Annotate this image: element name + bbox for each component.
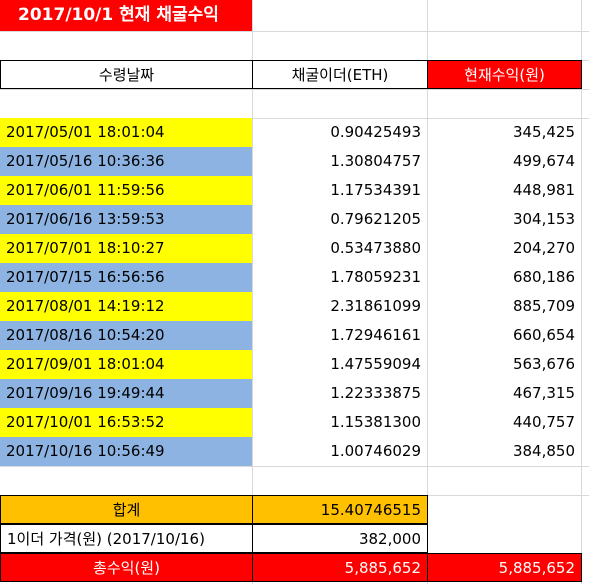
header-date[interactable]: 수령날짜 xyxy=(0,60,253,89)
row-eth[interactable]: 1.78059231 xyxy=(330,268,421,286)
profit-label[interactable]: 총수익(원) xyxy=(0,553,253,582)
row-value[interactable]: 885,709 xyxy=(512,297,575,315)
row-eth[interactable]: 1.17534391 xyxy=(330,181,421,199)
row-date[interactable]: 2017/09/16 19:49:44 xyxy=(0,379,252,408)
row-date[interactable]: 2017/05/01 18:01:04 xyxy=(0,118,252,147)
sheet-title[interactable]: 2017/10/1 현재 채굴수익 xyxy=(0,0,252,31)
row-value[interactable]: 204,270 xyxy=(512,239,575,257)
total-label[interactable]: 합계 xyxy=(0,495,253,524)
row-eth[interactable]: 0.79621205 xyxy=(330,210,421,228)
row-value[interactable]: 563,676 xyxy=(512,355,575,373)
row-date[interactable]: 2017/07/01 18:10:27 xyxy=(0,234,252,263)
price-value[interactable]: 382,000 xyxy=(252,524,428,553)
row-value[interactable]: 440,757 xyxy=(512,413,575,431)
row-eth[interactable]: 1.15381300 xyxy=(330,413,421,431)
row-date[interactable]: 2017/05/16 10:36:36 xyxy=(0,147,252,176)
row-value[interactable]: 304,153 xyxy=(512,210,575,228)
row-date[interactable]: 2017/09/01 18:01:04 xyxy=(0,350,252,379)
profit-value-c[interactable]: 5,885,652 xyxy=(427,553,582,582)
row-eth[interactable]: 0.90425493 xyxy=(330,123,421,141)
profit-value-b[interactable]: 5,885,652 xyxy=(252,553,428,582)
row-value[interactable]: 384,850 xyxy=(512,442,575,460)
row-value[interactable]: 499,674 xyxy=(512,152,575,170)
row-date[interactable]: 2017/06/16 13:59:53 xyxy=(0,205,252,234)
gridline xyxy=(427,0,428,584)
row-date[interactable]: 2017/08/01 14:19:12 xyxy=(0,292,252,321)
row-value[interactable]: 345,425 xyxy=(512,123,575,141)
gridline xyxy=(252,0,253,584)
gridline xyxy=(0,466,589,467)
row-date[interactable]: 2017/10/01 16:53:52 xyxy=(0,408,252,437)
row-value[interactable]: 448,981 xyxy=(512,181,575,199)
row-eth[interactable]: 1.47559094 xyxy=(330,355,421,373)
row-eth[interactable]: 1.00746029 xyxy=(330,442,421,460)
row-date[interactable]: 2017/08/16 10:54:20 xyxy=(0,321,252,350)
row-date[interactable]: 2017/07/15 16:56:56 xyxy=(0,263,252,292)
gridline xyxy=(0,89,589,90)
row-eth[interactable]: 2.31861099 xyxy=(330,297,421,315)
price-label[interactable]: 1이더 가격(원) (2017/10/16) xyxy=(0,524,253,553)
row-value[interactable]: 680,186 xyxy=(512,268,575,286)
header-value[interactable]: 현재수익(원) xyxy=(427,60,582,89)
total-eth[interactable]: 15.40746515 xyxy=(252,495,428,524)
gridline xyxy=(0,118,589,119)
row-value[interactable]: 467,315 xyxy=(512,384,575,402)
row-eth[interactable]: 1.22333875 xyxy=(330,384,421,402)
header-eth[interactable]: 채굴이더(ETH) xyxy=(252,60,428,89)
row-eth[interactable]: 1.30804757 xyxy=(330,152,421,170)
gridline xyxy=(0,31,589,32)
gridline xyxy=(581,0,582,584)
row-eth[interactable]: 0.53473880 xyxy=(330,239,421,257)
row-value[interactable]: 660,654 xyxy=(512,326,575,344)
row-date[interactable]: 2017/06/01 11:59:56 xyxy=(0,176,252,205)
row-date[interactable]: 2017/10/16 10:56:49 xyxy=(0,437,252,466)
row-eth[interactable]: 1.72946161 xyxy=(330,326,421,344)
